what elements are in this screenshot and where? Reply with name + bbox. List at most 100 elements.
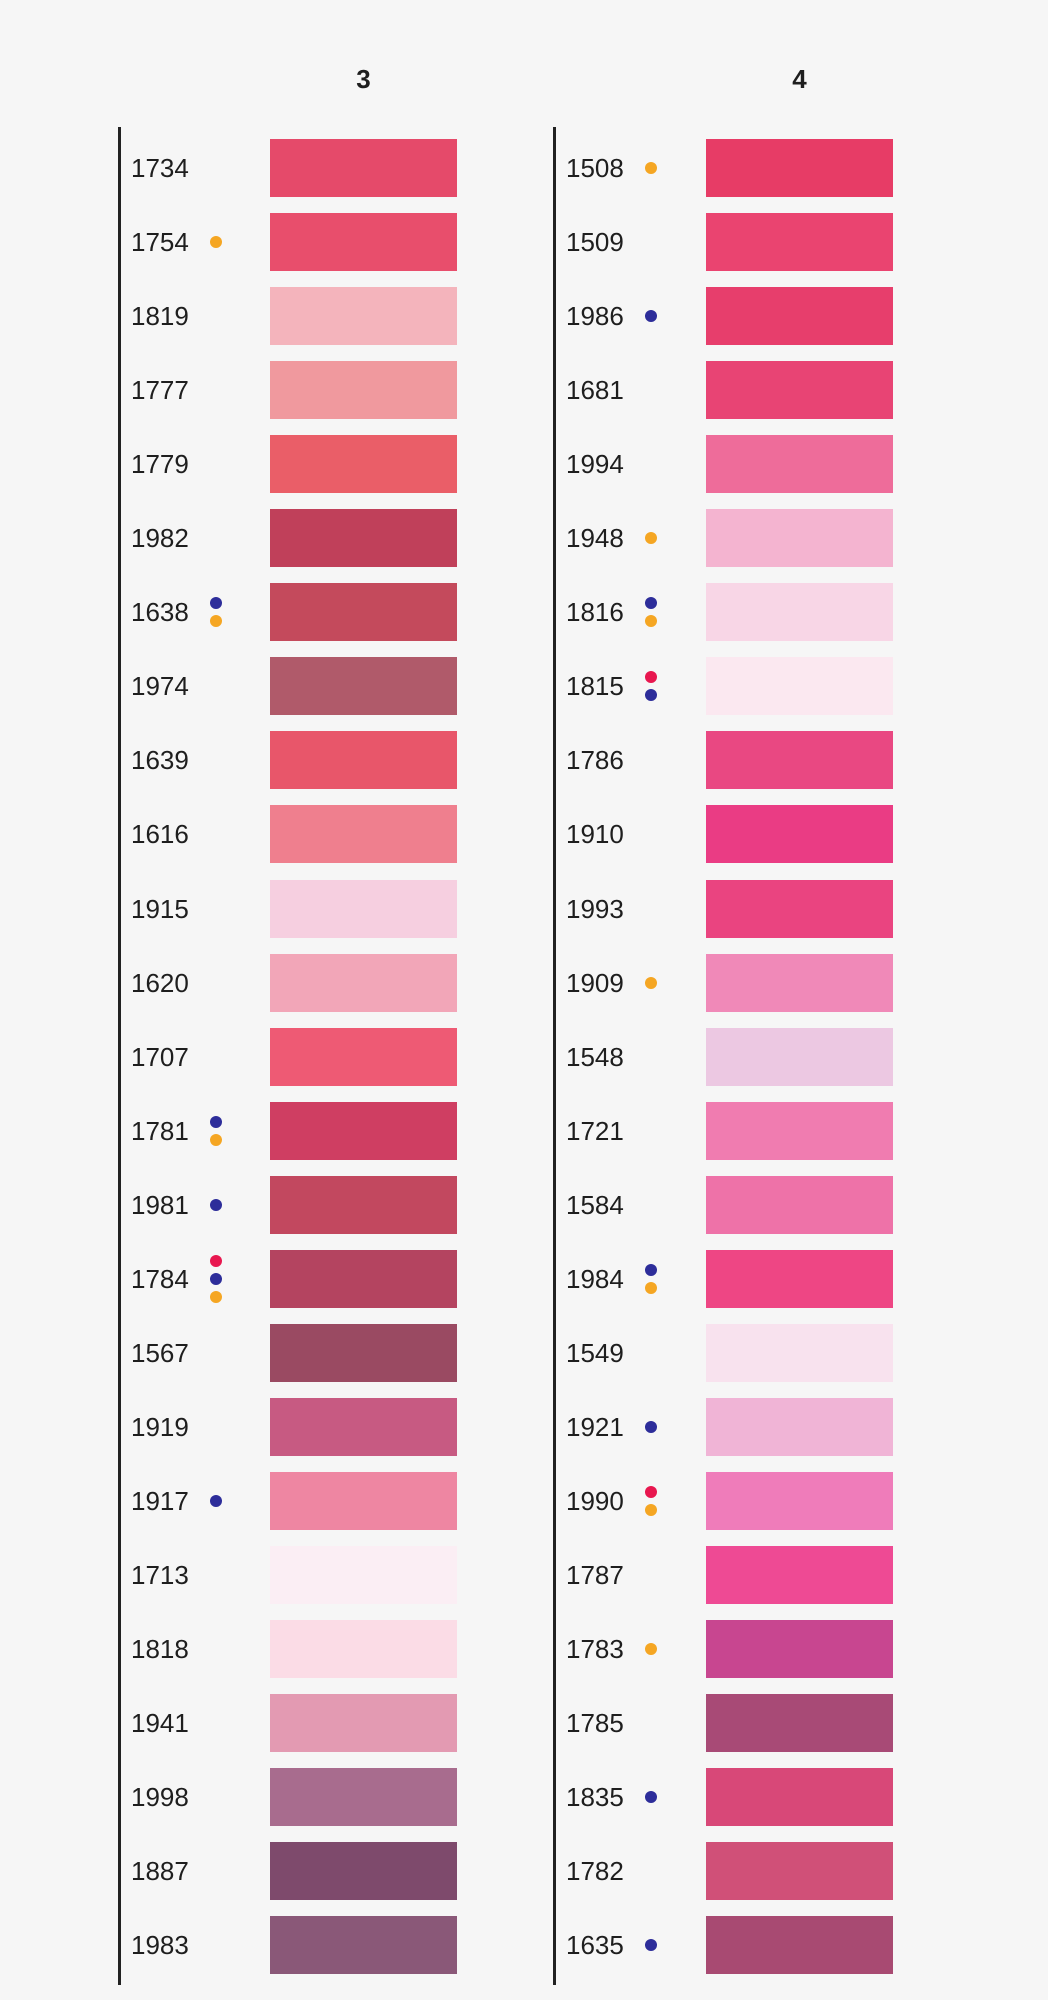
color-code-label: 1819 xyxy=(131,301,189,332)
column-divider-line xyxy=(553,127,556,1985)
color-code-label: 1721 xyxy=(566,1115,624,1146)
color-swatch xyxy=(706,287,893,346)
color-swatch xyxy=(270,583,457,642)
color-swatch xyxy=(706,1916,893,1975)
orange-marker-dot xyxy=(645,615,657,628)
color-code-label: 1818 xyxy=(131,1634,189,1664)
color-swatch xyxy=(270,1768,457,1827)
color-code-label: 1754 xyxy=(131,227,189,258)
blue-marker-dot xyxy=(210,1272,222,1285)
orange-marker-dot xyxy=(645,532,657,545)
color-swatch xyxy=(706,509,893,568)
blue-marker-dot xyxy=(645,1420,657,1433)
color-swatch xyxy=(270,287,457,346)
orange-marker-dot xyxy=(645,162,657,174)
color-swatch xyxy=(706,583,893,642)
color-code-label: 1784 xyxy=(131,1263,189,1294)
color-swatch xyxy=(706,879,893,938)
color-code-label: 1984 xyxy=(566,1263,624,1294)
color-code-label: 1917 xyxy=(131,1485,189,1516)
color-code-label: 1779 xyxy=(131,449,189,480)
color-code-label: 1777 xyxy=(131,375,189,406)
color-swatch xyxy=(270,1175,457,1234)
color-swatch xyxy=(270,805,457,864)
color-swatch xyxy=(706,1101,893,1160)
color-code-label: 1783 xyxy=(566,1634,624,1664)
color-code-label: 1993 xyxy=(566,893,624,924)
color-code-label: 1681 xyxy=(566,375,624,406)
color-code-label: 1915 xyxy=(131,893,189,924)
color-code-label: 1919 xyxy=(131,1411,189,1442)
red-marker-dot xyxy=(210,1254,222,1267)
blue-marker-dot xyxy=(645,310,657,323)
blue-marker-dot xyxy=(210,1494,222,1507)
color-code-label: 1986 xyxy=(566,301,624,332)
blue-marker-dot xyxy=(645,1791,657,1804)
color-code-label: 1990 xyxy=(566,1485,624,1516)
orange-marker-dot xyxy=(645,976,657,989)
color-code-label: 1981 xyxy=(131,1189,189,1220)
color-swatch xyxy=(270,509,457,568)
color-code-label: 1782 xyxy=(566,1856,624,1887)
red-marker-dot xyxy=(645,1485,657,1498)
color-code-label: 1509 xyxy=(566,227,624,258)
color-swatch xyxy=(706,1694,893,1753)
color-code-label: 1998 xyxy=(131,1782,189,1813)
color-swatch xyxy=(270,1620,457,1678)
color-swatch xyxy=(270,1249,457,1308)
color-code-label: 1707 xyxy=(131,1041,189,1072)
color-swatch xyxy=(270,1694,457,1753)
color-code-label: 1948 xyxy=(566,523,624,554)
color-swatch xyxy=(270,1916,457,1975)
color-swatch xyxy=(706,657,893,716)
color-swatch xyxy=(706,1471,893,1530)
color-code-label: 1620 xyxy=(131,967,189,998)
color-swatch xyxy=(270,213,457,272)
color-code-label: 1638 xyxy=(131,597,189,628)
orange-marker-dot xyxy=(210,1290,222,1303)
orange-marker-dot xyxy=(645,1503,657,1516)
color-code-label: 1921 xyxy=(566,1411,624,1442)
color-code-label: 1781 xyxy=(131,1115,189,1146)
color-swatch xyxy=(270,1027,457,1086)
color-code-label: 1815 xyxy=(566,671,624,702)
color-code-label: 1785 xyxy=(566,1708,624,1739)
color-swatch xyxy=(706,1397,893,1456)
color-code-label: 1787 xyxy=(566,1559,624,1590)
color-swatch xyxy=(706,361,893,420)
color-swatch xyxy=(706,1768,893,1827)
blue-marker-dot xyxy=(645,1263,657,1276)
color-swatch xyxy=(270,657,457,716)
column-header-3: 3 xyxy=(356,64,371,94)
color-code-label: 1635 xyxy=(566,1930,624,1961)
color-swatch xyxy=(706,1027,893,1086)
orange-marker-dot xyxy=(210,236,222,249)
color-swatch xyxy=(270,953,457,1012)
color-code-label: 1786 xyxy=(566,745,624,776)
color-code-label: 1549 xyxy=(566,1337,624,1368)
orange-marker-dot xyxy=(210,615,222,628)
orange-marker-dot xyxy=(645,1643,657,1655)
color-code-label: 1910 xyxy=(566,819,624,850)
color-swatch xyxy=(270,1101,457,1160)
color-swatch xyxy=(270,1397,457,1456)
color-swatch xyxy=(706,213,893,272)
column-divider-line xyxy=(118,127,121,1985)
color-swatch xyxy=(706,1545,893,1604)
color-swatch xyxy=(706,1323,893,1382)
color-code-label: 1734 xyxy=(131,153,189,183)
color-swatch xyxy=(270,1842,457,1901)
color-code-label: 1982 xyxy=(131,523,189,554)
orange-marker-dot xyxy=(645,1281,657,1294)
color-code-label: 1548 xyxy=(566,1041,624,1072)
color-code-label: 1508 xyxy=(566,153,624,183)
color-swatch xyxy=(270,879,457,938)
blue-marker-dot xyxy=(210,1115,222,1128)
color-code-label: 1974 xyxy=(131,671,189,702)
color-swatch xyxy=(706,1842,893,1901)
color-swatch xyxy=(270,731,457,790)
color-code-label: 1983 xyxy=(131,1930,189,1961)
color-code-label: 1887 xyxy=(131,1856,189,1887)
blue-marker-dot xyxy=(210,597,222,610)
color-swatch xyxy=(706,953,893,1012)
